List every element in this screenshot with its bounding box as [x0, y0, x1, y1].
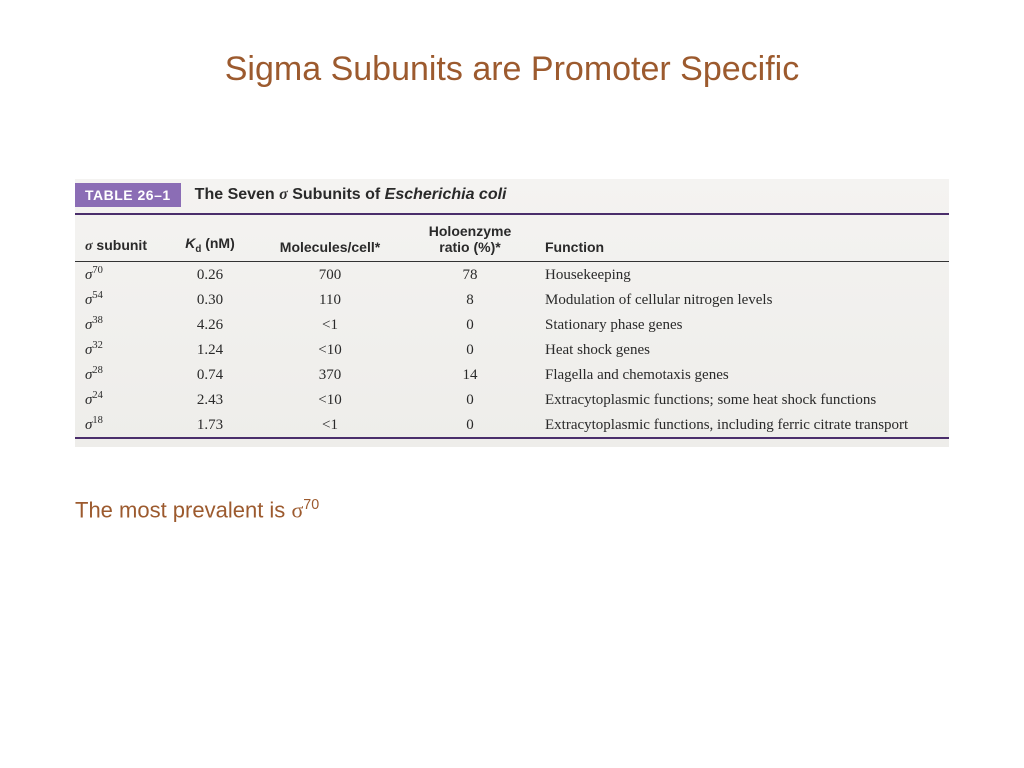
- cell-molecules: <10: [255, 387, 405, 412]
- col-ratio: Holoenzyme ratio (%)*: [405, 214, 535, 262]
- sigma-icon: σ: [85, 239, 93, 254]
- sigma-table: σ subunit Kd (nM) Molecules/cell* Holoen…: [75, 213, 949, 439]
- table-row: σ700.2670078Housekeeping: [75, 262, 949, 288]
- footer-sup: 70: [303, 497, 319, 513]
- sigma-icon: σ: [279, 186, 288, 203]
- cell-function: Extracytoplasmic functions, including fe…: [535, 412, 949, 438]
- page-title: Sigma Subunits are Promoter Specific: [60, 50, 964, 89]
- cell-kd: 0.30: [165, 287, 255, 312]
- cell-function: Extracytoplasmic functions; some heat sh…: [535, 387, 949, 412]
- cell-molecules: 370: [255, 362, 405, 387]
- ratio-line1: Holoenzyme: [429, 223, 511, 239]
- sigma-sup: 18: [92, 415, 103, 426]
- cell-ratio: 0: [405, 412, 535, 438]
- cell-function: Stationary phase genes: [535, 312, 949, 337]
- table-row: σ321.24<100Heat shock genes: [75, 337, 949, 362]
- caption-text-1: The Seven: [195, 186, 279, 203]
- cell-molecules: <1: [255, 412, 405, 438]
- cell-molecules: 110: [255, 287, 405, 312]
- footer-text: The most prevalent is: [75, 497, 291, 522]
- table-number-badge: TABLE 26–1: [75, 183, 181, 207]
- cell-subunit: σ70: [75, 262, 165, 288]
- table-header-bar: TABLE 26–1 The Seven σ Subunits of Esche…: [75, 179, 949, 207]
- cell-function: Heat shock genes: [535, 337, 949, 362]
- cell-subunit: σ54: [75, 287, 165, 312]
- cell-subunit: σ32: [75, 337, 165, 362]
- cell-function: Flagella and chemotaxis genes: [535, 362, 949, 387]
- table-container: TABLE 26–1 The Seven σ Subunits of Esche…: [75, 179, 949, 447]
- col-molecules: Molecules/cell*: [255, 214, 405, 262]
- cell-ratio: 0: [405, 337, 535, 362]
- col-subunit-word: subunit: [93, 237, 147, 253]
- cell-ratio: 14: [405, 362, 535, 387]
- cell-kd: 4.26: [165, 312, 255, 337]
- col-function: Function: [535, 214, 949, 262]
- cell-subunit: σ24: [75, 387, 165, 412]
- sigma-icon: σ: [291, 497, 303, 522]
- cell-molecules: <1: [255, 312, 405, 337]
- sigma-sup: 38: [92, 315, 103, 326]
- cell-molecules: <10: [255, 337, 405, 362]
- cell-kd: 1.73: [165, 412, 255, 438]
- kd-unit: (nM): [201, 235, 234, 251]
- species-name: Escherichia coli: [385, 186, 507, 203]
- cell-function: Housekeeping: [535, 262, 949, 288]
- cell-function: Modulation of cellular nitrogen levels: [535, 287, 949, 312]
- cell-subunit: σ38: [75, 312, 165, 337]
- sigma-sup: 28: [92, 365, 103, 376]
- sigma-sup: 70: [92, 265, 103, 276]
- table-row: σ540.301108Modulation of cellular nitrog…: [75, 287, 949, 312]
- slide: Sigma Subunits are Promoter Specific TAB…: [0, 0, 1024, 768]
- sigma-sup: 24: [92, 390, 103, 401]
- table-header-row: σ subunit Kd (nM) Molecules/cell* Holoen…: [75, 214, 949, 262]
- col-kd: Kd (nM): [165, 214, 255, 262]
- cell-kd: 0.74: [165, 362, 255, 387]
- sigma-sup: 54: [92, 290, 103, 301]
- cell-ratio: 8: [405, 287, 535, 312]
- table-caption: The Seven σ Subunits of Escherichia coli: [195, 186, 507, 204]
- caption-text-2: Subunits of: [288, 186, 385, 203]
- cell-molecules: 700: [255, 262, 405, 288]
- cell-subunit: σ28: [75, 362, 165, 387]
- cell-ratio: 0: [405, 312, 535, 337]
- table-row: σ181.73<10Extracytoplasmic functions, in…: [75, 412, 949, 438]
- cell-ratio: 78: [405, 262, 535, 288]
- cell-subunit: σ18: [75, 412, 165, 438]
- kd-k: K: [185, 235, 195, 251]
- cell-kd: 2.43: [165, 387, 255, 412]
- col-subunit: σ subunit: [75, 214, 165, 262]
- ratio-line2: ratio (%)*: [439, 239, 500, 255]
- cell-kd: 1.24: [165, 337, 255, 362]
- cell-ratio: 0: [405, 387, 535, 412]
- table-row: σ280.7437014Flagella and chemotaxis gene…: [75, 362, 949, 387]
- table-body: σ700.2670078Housekeepingσ540.301108Modul…: [75, 262, 949, 439]
- sigma-sup: 32: [92, 340, 103, 351]
- footer-note: The most prevalent is σ70: [75, 497, 964, 523]
- table-row: σ384.26<10Stationary phase genes: [75, 312, 949, 337]
- table-row: σ242.43<100Extracytoplasmic functions; s…: [75, 387, 949, 412]
- cell-kd: 0.26: [165, 262, 255, 288]
